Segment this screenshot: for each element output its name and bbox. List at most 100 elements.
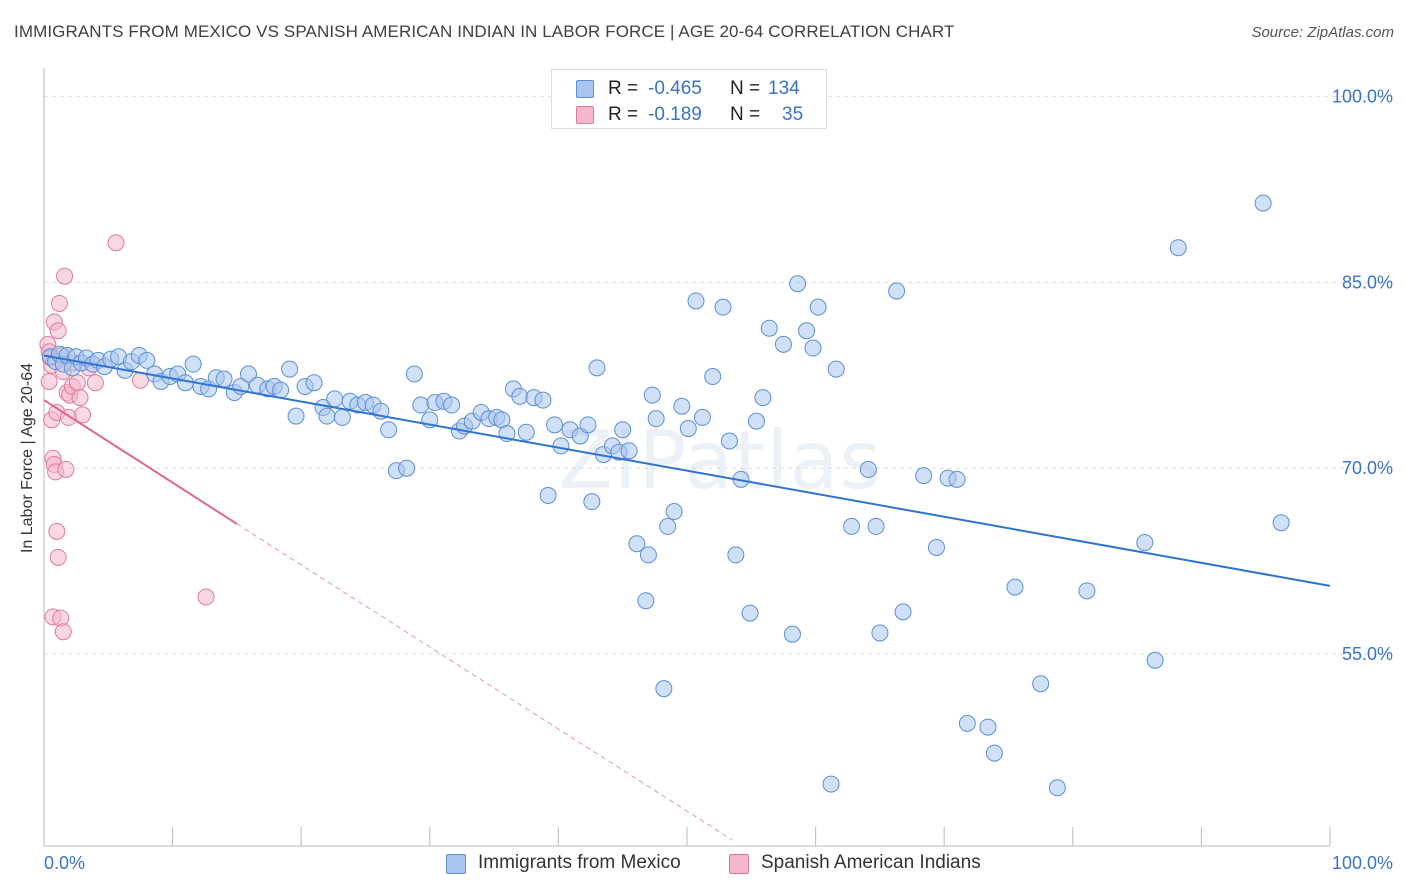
pink-data-point [74, 406, 92, 424]
n-label: N = [730, 104, 761, 125]
blue-data-point [659, 517, 677, 535]
blue-data-point [583, 493, 601, 511]
blue-data-point [843, 517, 861, 535]
pink-data-point [54, 623, 72, 641]
blue-data-point [704, 368, 722, 386]
pink-data-point [49, 548, 67, 566]
blue-data-point [184, 355, 202, 373]
blue-data-point [798, 322, 816, 340]
blue-data-point [287, 407, 305, 425]
legend-swatch-pink [729, 854, 749, 874]
stats-row-pink: R = -0.189 N = 35 [552, 101, 826, 127]
pink-data-point [68, 374, 86, 392]
blue-data-point [827, 360, 845, 378]
blue-data-point [539, 486, 557, 504]
pink-data-point [50, 294, 68, 312]
blue-data-point [754, 389, 772, 407]
blue-data-point [985, 744, 1003, 762]
y-tick-label: 100.0% [1332, 87, 1393, 107]
blue-data-point [534, 391, 552, 409]
pink-swatch [576, 106, 594, 124]
pink-data-point [197, 588, 215, 606]
blue-data-point [727, 546, 745, 564]
blue-data-point [305, 374, 323, 392]
x-tick-label: 0.0% [44, 853, 85, 873]
blue-data-point [665, 503, 683, 521]
r-value: -0.189 [648, 104, 702, 125]
blue-data-point [871, 624, 889, 642]
blue-data-point [412, 396, 430, 414]
blue-data-point [741, 604, 759, 622]
blue-data-point [948, 470, 966, 488]
blue-data-point [637, 592, 655, 610]
blue-data-point [1078, 582, 1096, 600]
pink-data-point [71, 389, 89, 407]
pink-data-point [57, 460, 75, 478]
blue-data-point [272, 381, 290, 399]
pink-data-point [49, 322, 67, 340]
blue-data-point [215, 370, 233, 388]
blue-data-point [326, 390, 344, 408]
blue-data-point [398, 459, 416, 477]
blue-data-point [915, 467, 933, 485]
blue-data-point [1006, 578, 1024, 596]
blue-data-point [546, 416, 564, 434]
blue-data-point [647, 410, 665, 428]
blue-data-point [333, 408, 351, 426]
blue-data-point [655, 680, 673, 698]
x-tick-label: 100.0% [1332, 853, 1393, 873]
blue-data-point [639, 546, 657, 564]
legend-label: Immigrants from Mexico [478, 852, 681, 873]
blue-data-point [1032, 675, 1050, 693]
blue-data-point [405, 365, 423, 383]
blue-data-point [1146, 651, 1164, 669]
blue-data-point [958, 714, 976, 732]
blue-data-point [643, 386, 661, 404]
correlation-stats-box: R = -0.465 N = 134 R = -0.189 N = 35 [551, 69, 827, 129]
blue-data-point [673, 397, 691, 415]
blue-data-point [679, 420, 697, 438]
blue-data-point [443, 396, 461, 414]
n-value: 134 [768, 78, 800, 99]
pink-data-point [56, 267, 74, 285]
blue-data-point [579, 416, 597, 434]
blue-data-point [720, 432, 738, 450]
legend: Immigrants from Mexico Spanish American … [0, 852, 1406, 878]
blue-data-point [789, 275, 807, 293]
blue-data-point [822, 775, 840, 793]
blue-data-point [552, 437, 570, 455]
blue-swatch [576, 80, 594, 98]
r-value: -0.465 [648, 78, 702, 99]
blue-data-point [380, 421, 398, 439]
blue-data-point [804, 339, 822, 357]
blue-data-point [517, 423, 535, 441]
blue-data-point [747, 412, 765, 430]
blue-data-point [281, 360, 299, 378]
y-tick-label: 55.0% [1342, 644, 1393, 664]
blue-data-point [511, 387, 529, 405]
blue-data-point [318, 407, 336, 425]
blue-data-point [1136, 534, 1154, 552]
blue-data-point [1272, 514, 1290, 532]
n-value: 35 [782, 104, 804, 125]
blue-data-point [927, 538, 945, 556]
blue-data-point [614, 421, 632, 439]
blue-data-point [859, 460, 877, 478]
pink-data-point [86, 374, 104, 392]
blue-data-point [714, 298, 732, 316]
y-tick-label: 70.0% [1342, 458, 1393, 478]
r-label: R = [608, 78, 639, 99]
blue-data-point [687, 292, 705, 310]
blue-data-point [760, 319, 778, 337]
blue-data-point [867, 517, 885, 535]
blue-data-point [620, 442, 638, 460]
blue-data-point [628, 535, 646, 553]
n-label: N = [730, 78, 761, 99]
legend-label: Spanish American Indians [761, 852, 981, 873]
blue-data-point [774, 335, 792, 353]
blue-data-point [588, 359, 606, 377]
pink-data-point [107, 234, 125, 252]
blue-data-point [1048, 779, 1066, 797]
legend-swatch-blue [446, 854, 466, 874]
